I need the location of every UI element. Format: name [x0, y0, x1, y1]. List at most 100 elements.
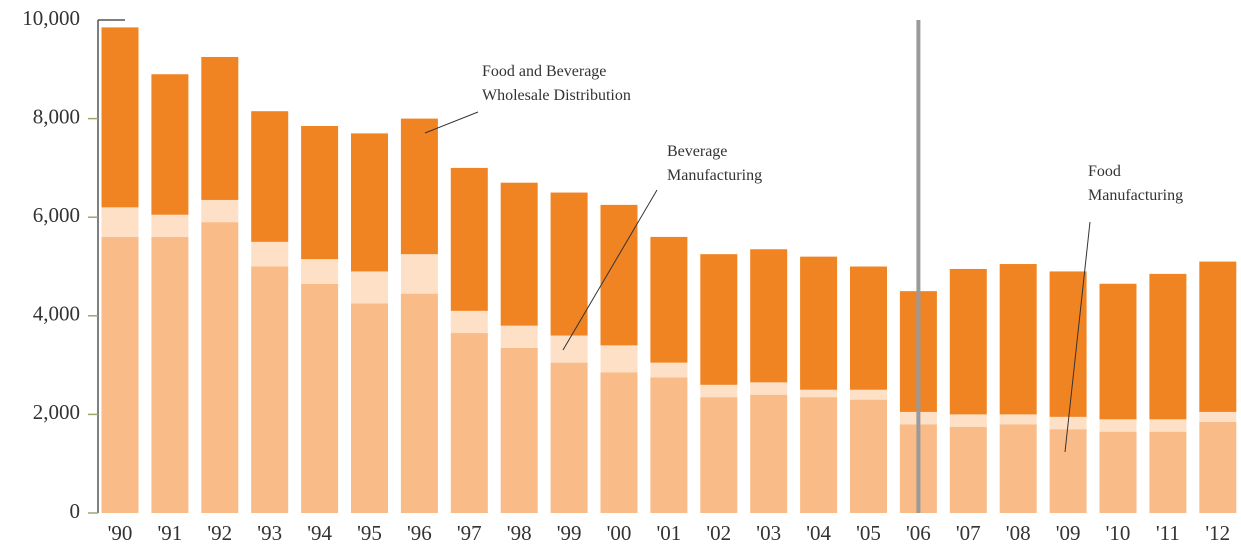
bar-segment [1099, 419, 1137, 432]
bar-segment [1199, 411, 1237, 422]
leader-line [562, 189, 658, 351]
x-tick-label: '03 [756, 521, 781, 545]
bar-segment [1199, 261, 1237, 412]
bar-segment [1049, 271, 1087, 417]
bar-segment [301, 259, 339, 284]
x-tick-label: '91 [158, 521, 183, 545]
series-label: Beverage Manufacturing [667, 143, 762, 184]
bar-segment [450, 333, 488, 513]
bar-segment [351, 271, 388, 304]
x-tick-label: '01 [657, 521, 682, 545]
x-tick-label: '08 [1006, 521, 1031, 545]
leader-line [424, 111, 479, 134]
bar-segment [151, 74, 189, 215]
label-line: Manufacturing [667, 167, 762, 184]
leader-line [1064, 221, 1091, 453]
bar-segment [650, 362, 688, 378]
bar-segment [450, 167, 488, 311]
x-tick-label: '98 [507, 521, 532, 545]
y-tick-label: 8,000 [33, 104, 80, 128]
x-tick-label: '10 [1106, 521, 1131, 545]
bar-segment [251, 111, 289, 242]
label-line: Food [1088, 163, 1121, 180]
bar-segment [301, 283, 339, 513]
x-tick-label: '04 [806, 521, 831, 545]
bar-segment [351, 303, 388, 513]
x-tick-label: '06 [906, 521, 931, 545]
bar-segment [700, 384, 738, 398]
x-tick-label: '95 [357, 521, 382, 545]
bar-segment [550, 362, 588, 513]
bar-segment [949, 426, 987, 513]
bar-segment [151, 236, 189, 514]
bar-segment [850, 389, 887, 400]
bar-segment [600, 345, 638, 373]
bar-segment [400, 293, 438, 513]
label-line: Manufacturing [1088, 187, 1183, 204]
label-line: Beverage [667, 143, 727, 160]
bar-segment [500, 325, 538, 348]
label-line: Food and Beverage [482, 63, 606, 80]
x-tick-label: '96 [407, 521, 432, 545]
series-label: Food and Beverage Wholesale Distribution [482, 63, 631, 104]
bar-segment [101, 27, 139, 208]
x-tick-label: '09 [1056, 521, 1081, 545]
bar-segment [500, 182, 538, 326]
bar-segment [700, 397, 738, 513]
bar-segment [1149, 431, 1187, 513]
y-tick-label: 6,000 [33, 203, 80, 227]
bar-segment [949, 414, 987, 427]
bar-segment [1199, 421, 1237, 513]
x-tick-label: '99 [557, 521, 582, 545]
x-tick-label: '02 [706, 521, 731, 545]
bar-segment [1149, 273, 1187, 420]
bar-segment [650, 377, 688, 513]
x-tick-label: '11 [1156, 521, 1180, 545]
bar-segment [201, 222, 239, 513]
x-tick-label: '93 [257, 521, 282, 545]
bar-segment [650, 236, 688, 363]
bar-segment [400, 118, 438, 255]
bar-segment [750, 382, 788, 395]
bar-segment [101, 236, 139, 514]
bar-segment [1099, 431, 1137, 513]
bar-segment [600, 372, 638, 513]
bar-segment [251, 241, 289, 267]
x-tick-label: '07 [956, 521, 981, 545]
bar-segment [1099, 283, 1137, 420]
bar-segment [850, 399, 887, 513]
bar-segment [101, 207, 139, 237]
bar-segment [750, 394, 788, 513]
bar-segment [800, 389, 838, 398]
x-tick-label: '05 [856, 521, 881, 545]
y-tick-label: 2,000 [33, 400, 80, 424]
x-tick-label: '12 [1205, 521, 1230, 545]
y-tick-label: 10,000 [22, 6, 80, 30]
bar-segment [949, 268, 987, 415]
bar-segment [450, 310, 488, 334]
bar-segment [850, 266, 887, 390]
bar-segment [999, 414, 1037, 425]
series-label: Food Manufacturing [1088, 163, 1183, 204]
bar-segment [151, 214, 189, 237]
bar-segment [999, 424, 1037, 513]
label-line: Wholesale Distribution [482, 87, 631, 104]
bar-segment [351, 133, 388, 272]
bar-segment [1149, 419, 1187, 432]
bar-segment [800, 256, 838, 390]
bar-segment [750, 249, 788, 383]
bar-segment [550, 192, 588, 336]
x-tick-label: '00 [607, 521, 632, 545]
x-tick-label: '92 [207, 521, 232, 545]
y-tick-label: 0 [70, 499, 81, 523]
bar-segment [600, 204, 638, 346]
x-tick-label: '90 [108, 521, 133, 545]
bar-segment [500, 347, 538, 513]
bar-segment [400, 254, 438, 294]
y-tick-label: 4,000 [33, 302, 80, 326]
bar-segment [999, 264, 1037, 415]
bar-segment [800, 397, 838, 513]
bar-segment [1049, 429, 1087, 513]
bar-segment [201, 199, 239, 223]
bar-segment [251, 266, 289, 513]
